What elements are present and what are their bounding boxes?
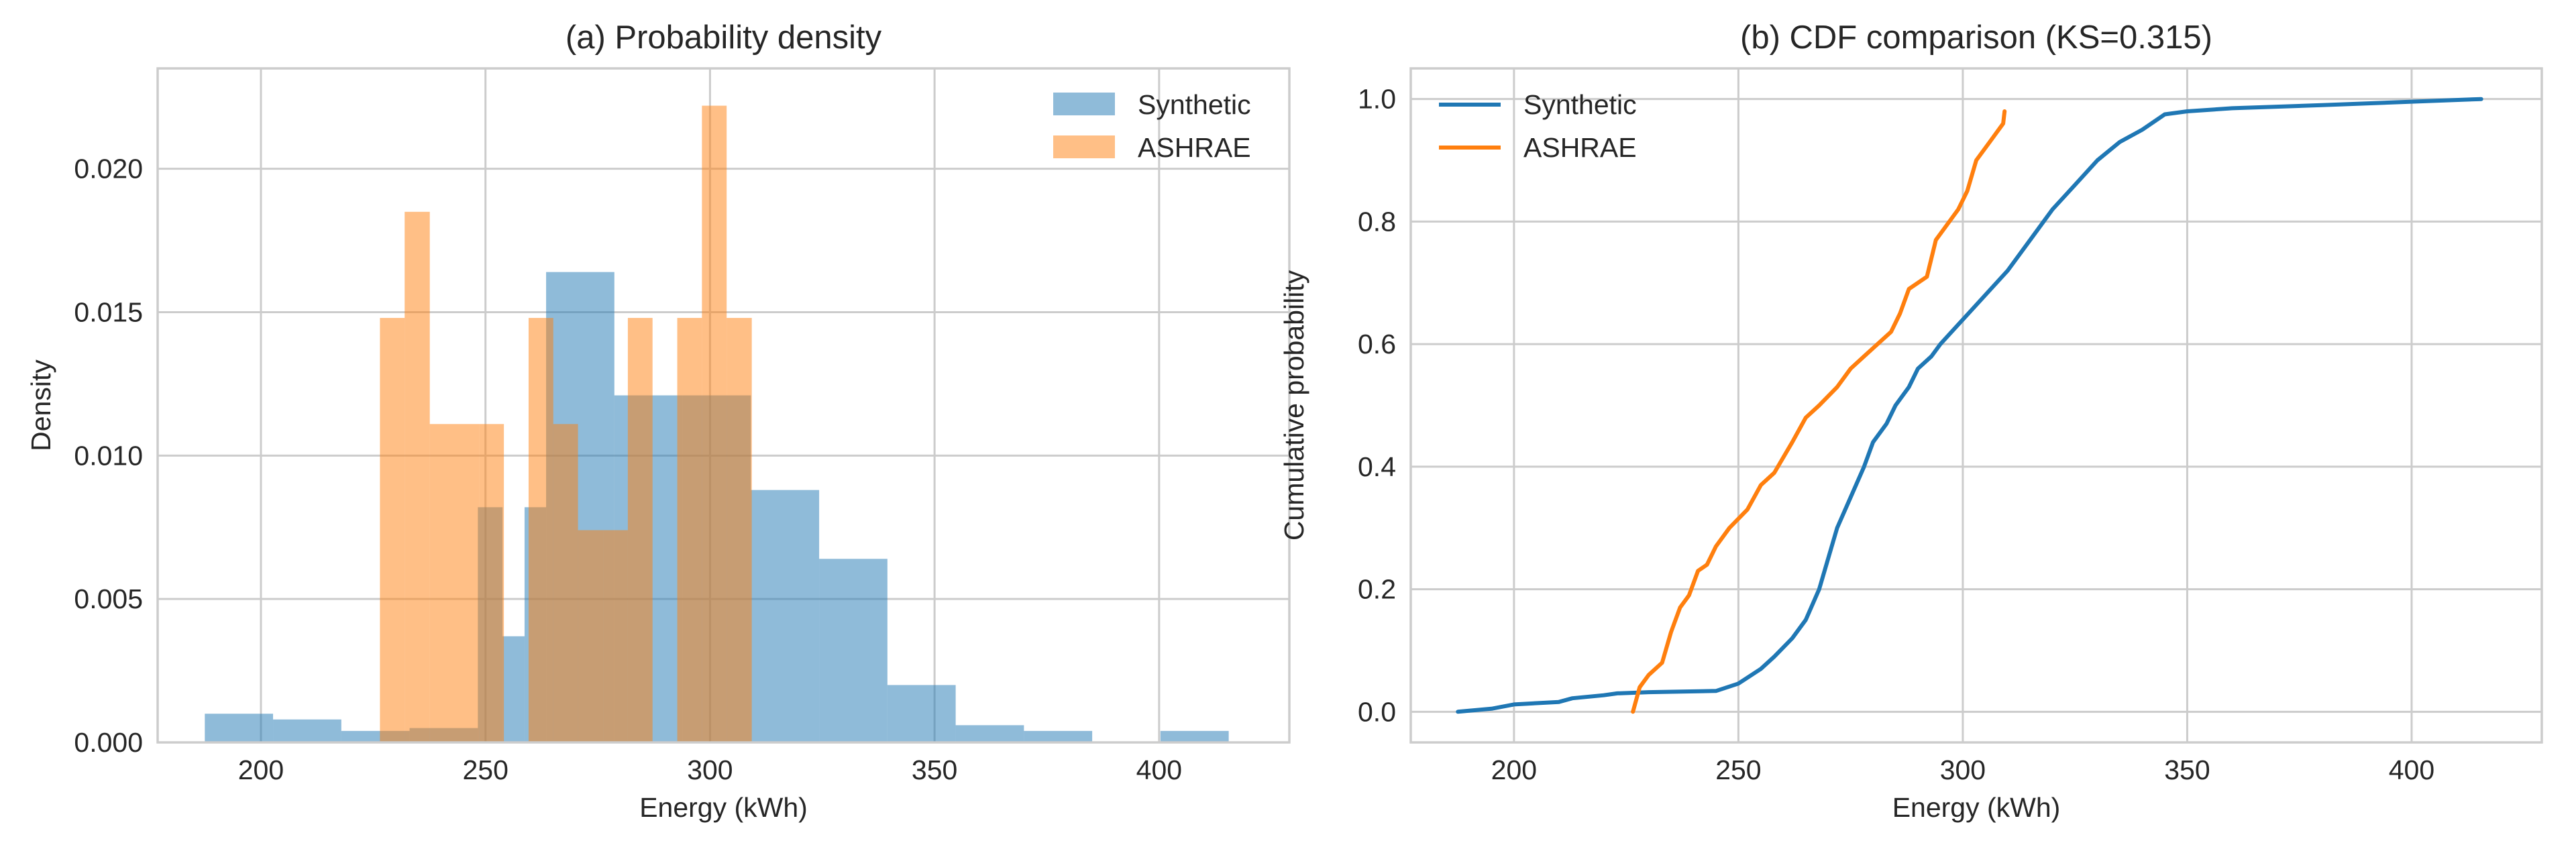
histogram-bar-synthetic (819, 559, 888, 742)
y-tick-label: 0.015 (74, 297, 143, 328)
histogram-bar-synthetic (1160, 730, 1229, 742)
panel-b-cdf: 200 250 300 350 400 0.0 0.2 0.4 0.6 0.8 1.0 (b) CDF… (1279, 19, 2543, 823)
histogram-bar-synthetic (273, 719, 341, 742)
histogram-bar-ashrae (429, 424, 455, 742)
axes-frame (1409, 67, 2543, 744)
axes-frame (156, 67, 1291, 744)
x-tick-label: 200 (238, 754, 284, 785)
cdf-line-ashrae (1631, 109, 2007, 714)
histogram-bar-ashrae (677, 318, 702, 742)
x-axis-label: Energy (kWh) (639, 792, 808, 823)
histogram-bar-synthetic (502, 636, 525, 742)
y-tick-label: 0.8 (1358, 206, 1396, 237)
histogram-bar-synthetic (205, 714, 274, 742)
y-tick-label: 0.0 (1358, 696, 1396, 727)
histogram-bar-synthetic (1024, 730, 1093, 742)
histogram-bar-ashrae (627, 318, 653, 742)
histogram-bar-synthetic (955, 725, 1024, 742)
histogram-bar-ashrae (380, 318, 405, 742)
x-tick-label: 400 (1136, 754, 1182, 785)
y-axis-label: Cumulative probability (1279, 270, 1309, 541)
y-tick-label: 0.6 (1358, 329, 1396, 359)
legend-label-ashrae: ASHRAE (1138, 132, 1251, 163)
histogram-bar-ashrae (603, 530, 628, 742)
y-tick-label: 0.2 (1358, 574, 1396, 605)
chart-title: (b) CDF comparison (KS=0.315) (1740, 19, 2212, 56)
y-tick-label: 0.000 (74, 727, 143, 758)
x-tick-label: 350 (2164, 754, 2210, 785)
histogram-bar-ashrae (727, 318, 752, 742)
x-axis-label: Energy (kWh) (1892, 792, 2061, 823)
x-tick-label: 250 (1715, 754, 1761, 785)
x-tick-label: 300 (687, 754, 733, 785)
histogram-bar-ashrae (528, 318, 553, 742)
histogram-bar-ashrae (479, 424, 504, 742)
y-tick-label: 1.0 (1358, 84, 1396, 115)
histogram-bar-ashrae (405, 211, 430, 742)
chart-title: (a) Probability density (566, 19, 882, 56)
y-tick-label: 0.020 (74, 154, 143, 184)
x-tick-label: 300 (1940, 754, 1986, 785)
histogram-bar-synthetic (751, 490, 820, 742)
legend-label-synthetic: Synthetic (1138, 89, 1251, 120)
histogram-bar-ashrae (578, 530, 604, 742)
x-tick-label: 400 (2389, 754, 2434, 785)
legend-swatch-synthetic (1053, 93, 1115, 115)
y-tick-label: 0.4 (1358, 451, 1396, 482)
panel-a-histogram: 200 250 300 350 400 0.000 0.005 0.010 0.015 0.020… (25, 19, 1291, 823)
legend-swatch-ashrae (1053, 135, 1115, 158)
x-tick-label: 350 (912, 754, 957, 785)
x-tick-label: 250 (462, 754, 508, 785)
y-tick-label: 0.005 (74, 583, 143, 614)
y-axis-label: Density (25, 359, 56, 451)
histogram-bar-synthetic (887, 685, 956, 742)
legend-label-synthetic: Synthetic (1523, 89, 1637, 120)
legend-label-ashrae: ASHRAE (1523, 132, 1637, 163)
x-tick-label: 200 (1491, 754, 1537, 785)
histogram-bar-ashrae (553, 424, 578, 742)
cdf-line-synthetic (1456, 97, 2483, 714)
y-tick-label: 0.010 (74, 440, 143, 471)
histogram-bar-ashrae (454, 424, 480, 742)
histogram-bar-ashrae (702, 105, 727, 742)
